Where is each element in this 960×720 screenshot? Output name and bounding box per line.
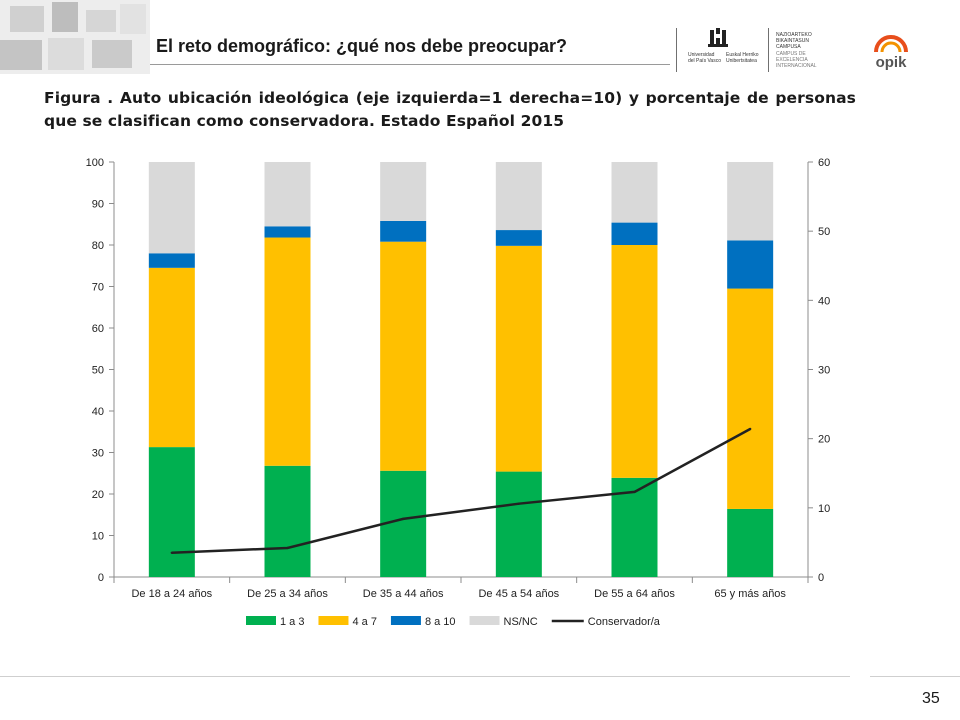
bar-segment [148,162,195,254]
line-point [748,427,752,431]
y-tick-label: 70 [92,282,104,294]
y-tick-label: 10 [92,531,104,543]
campus-excellence-logo: NAZIOARTEKO BIKAINTASUN CAMPUSA CAMPUS D… [776,32,817,69]
svg-text:Euskal Herriko: Euskal Herriko [726,52,759,58]
footer-divider [870,676,960,677]
y-tick-label: 20 [92,489,104,501]
y2-tick-label: 50 [818,226,830,238]
y2-tick-label: 30 [818,365,830,377]
y2-tick-label: 40 [818,295,830,307]
legend-label: 1 a 3 [280,616,304,628]
bar-segment [264,465,311,577]
y-tick-label: 50 [92,365,104,377]
bar-segment [611,222,658,245]
legend-label: NS/NC [504,616,538,628]
svg-text:Unibertsitatea: Unibertsitatea [726,58,757,64]
y-tick-label: 40 [92,406,104,418]
line-point [401,517,405,521]
y-tick-label: 100 [86,157,104,169]
caption-line-2: que se clasifican como conservadora. Est… [44,112,565,130]
svg-text:EXCELENCIA: EXCELENCIA [776,57,808,63]
legend-swatch [246,616,276,625]
bar-segment [495,162,542,231]
x-tick-label: De 45 a 54 años [478,588,559,600]
svg-text:BIKAINTASUN: BIKAINTASUN [776,38,809,44]
y-tick-label: 60 [92,323,104,335]
figure-caption: Figura . Auto ubicación ideológica (eje … [44,87,856,133]
y2-tick-label: 10 [818,503,830,515]
opik-logo: opik [874,35,908,71]
bar-segment [380,241,427,471]
header-divider [768,28,769,72]
svg-text:CAMPUSA: CAMPUSA [776,44,801,50]
svg-text:Universidad: Universidad [688,52,715,58]
decorative-pattern [0,0,150,74]
bar-segment [148,267,195,448]
x-tick-label: De 35 a 44 años [363,588,444,600]
line-point [286,546,289,550]
bar-segment [727,240,774,289]
bar-segment [495,230,542,246]
y2-tick-label: 0 [818,572,824,584]
bar-segment [264,226,311,238]
svg-text:INTERNACIONAL: INTERNACIONAL [776,63,817,69]
bar-segment [727,288,774,509]
legend-swatch [390,616,421,625]
x-tick-label: De 25 a 34 años [247,588,328,600]
bar-segment [148,253,195,268]
svg-text:opik: opik [876,54,907,71]
x-tick-label: De 55 a 64 años [594,588,675,600]
slide-title: El reto demográfico: ¿qué nos debe preoc… [156,36,568,56]
y-tick-label: 80 [92,240,104,252]
y-tick-label: 0 [98,572,104,584]
bar-segment [727,508,774,577]
caption-line-1: Figura . Auto ubicación ideológica (eje … [44,89,856,107]
x-tick-label: De 18 a 24 años [131,588,212,600]
legend-label: 8 a 10 [425,616,456,628]
line-series [171,427,751,555]
bar-segment [148,447,195,577]
legend-label: Conservador/a [588,616,661,628]
svg-text:del País Vasco: del País Vasco [688,58,721,64]
upv-ehu-logo: Universidad del País Vasco Euskal Herrik… [688,28,759,64]
legend-label: 4 a 7 [352,616,376,628]
line-point [633,490,636,494]
legend-swatch [469,616,500,625]
bar-segment [495,471,542,577]
footer-divider [0,676,850,677]
header-divider [676,28,677,72]
bar-segment [380,220,427,242]
title-divider [150,64,670,65]
bar-segment [611,245,658,478]
bar-segment [264,162,311,227]
y2-tick-label: 60 [818,157,830,169]
page-number: 35 [922,690,940,707]
y-tick-label: 90 [92,199,104,211]
bar-segment [727,162,774,241]
bar-segment [611,162,658,223]
svg-text:NAZIOARTEKO: NAZIOARTEKO [776,32,812,38]
bar-segment [264,237,311,466]
y2-tick-label: 20 [818,434,830,446]
legend-swatch [318,616,349,625]
line-point [517,502,521,505]
line-point [170,551,174,554]
svg-text:CAMPUS DE: CAMPUS DE [776,51,806,57]
y-tick-label: 30 [92,448,104,460]
bar-segment [380,162,427,221]
x-tick-label: 65 y más años [714,588,786,600]
slide-header: El reto demográfico: ¿qué nos debe preoc… [0,0,960,78]
bar-segment [495,245,542,472]
stacked-bar-chart: 0 10 20 30 40 50 60 70 80 90 100 0 10 20 30 40 50 60 De 18… [86,157,831,628]
